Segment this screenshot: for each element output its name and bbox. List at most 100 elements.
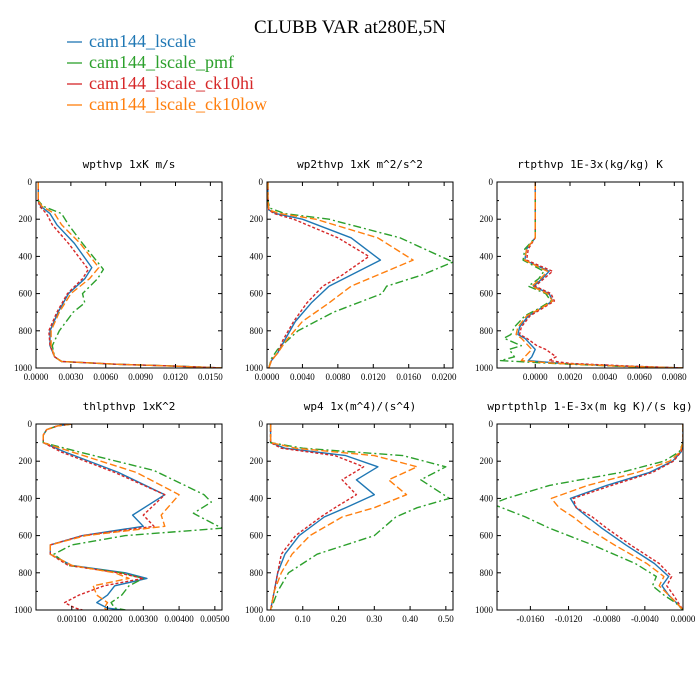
series-line [267,182,414,368]
x-tick-label: 0.0060 [93,372,118,382]
x-tick-label: 0.0000 [24,372,49,382]
panel: rtpthvp 1E-3x(kg/kg) K 0 200 400 600 800 1000 0… [475,158,687,382]
x-tick-label: 0.0000 [523,372,548,382]
panel-title: thlpthvp 1xK^2 [83,400,176,413]
series-line [267,182,370,368]
y-tick-label: 200 [250,456,264,466]
series-line [569,424,683,610]
series-line [550,424,683,610]
x-tick-label: 0.00500 [200,614,230,624]
x-tick-label: 0.0090 [128,372,153,382]
y-tick-label: 600 [19,289,33,299]
panel: thlpthvp 1xK^2 0 200 400 600 800 1000 0.00100 0.… [14,400,230,624]
series-line [269,424,379,610]
plot-frame [266,181,454,369]
x-tick-label: 0.0040 [290,372,315,382]
x-tick-label: 0.0160 [396,372,421,382]
y-tick-label: 1000 [14,605,33,615]
x-tick-label: 0.0120 [361,372,386,382]
y-tick-label: 600 [480,531,494,541]
series-line [499,182,683,368]
x-tick-label: 0.0000 [255,372,280,382]
y-tick-label: 200 [480,456,494,466]
legend-entry: cam144_lscale [89,31,196,51]
y-tick-label: 800 [19,326,33,336]
y-tick-label: 400 [19,493,33,503]
y-tick-label: 600 [480,289,494,299]
x-tick-label: -0.0120 [555,614,583,624]
x-tick-label: 0.0000 [671,614,696,624]
legend-entry: cam144_lscale_ck10low [89,94,267,114]
y-tick-label: 0 [28,419,33,429]
y-tick-label: 800 [19,568,33,578]
y-tick-label: 400 [480,251,494,261]
legend-entry: cam144_lscale_pmf [89,52,234,72]
x-tick-label: 0.10 [295,614,311,624]
x-tick-label: 0.0060 [627,372,652,382]
x-tick-label: 0.00 [259,614,275,624]
y-tick-label: 0 [259,177,264,187]
series-line [269,424,418,610]
y-tick-label: 1000 [14,363,33,373]
y-tick-label: 0 [28,177,33,187]
x-tick-label: 0.00200 [93,614,123,624]
plot-frame [35,181,223,369]
series-line [37,182,222,368]
series-line [42,424,180,610]
plot-frame [496,181,684,369]
y-tick-label: 1000 [475,363,494,373]
series-line [269,424,451,610]
y-tick-label: 600 [250,531,264,541]
y-tick-label: 800 [250,326,264,336]
x-tick-label: -0.0040 [631,614,659,624]
y-tick-label: 800 [480,568,494,578]
x-tick-label: 0.00400 [164,614,194,624]
y-tick-label: 0 [489,419,494,429]
x-tick-label: 0.0200 [432,372,457,382]
series-line [572,424,683,610]
series-line [37,182,222,368]
y-tick-label: 800 [480,326,494,336]
series-line [517,182,683,368]
y-tick-label: 800 [250,568,264,578]
y-tick-label: 200 [19,456,33,466]
x-tick-label: 0.30 [366,614,382,624]
series-line [515,182,683,368]
y-tick-label: 400 [19,251,33,261]
x-tick-label: 0.0080 [325,372,350,382]
y-tick-label: 0 [259,419,264,429]
y-tick-label: 400 [250,493,264,503]
panel-title: rtpthvp 1E-3x(kg/kg) K [517,158,663,171]
y-tick-label: 600 [250,289,264,299]
y-tick-label: 200 [250,214,264,224]
x-tick-label: -0.0080 [593,614,621,624]
x-tick-label: 0.0040 [592,372,617,382]
series-line [37,182,222,368]
series-line [37,182,222,368]
y-tick-label: 400 [480,493,494,503]
x-tick-label: 0.00300 [129,614,159,624]
series-line [497,424,683,610]
x-tick-label: 0.20 [331,614,347,624]
y-tick-label: 0 [489,177,494,187]
series-line [267,182,382,368]
x-tick-label: -0.0160 [517,614,545,624]
legend-entry: cam144_lscale_ck10hi [89,73,254,93]
y-tick-label: 1000 [245,363,264,373]
y-tick-label: 200 [480,214,494,224]
figure-title: CLUBB VAR at280E,5N [254,17,446,38]
y-tick-label: 1000 [475,605,494,615]
y-tick-label: 200 [19,214,33,224]
y-tick-label: 400 [250,251,264,261]
x-tick-label: 0.0150 [198,372,223,382]
series-line [42,424,166,610]
y-tick-label: 1000 [245,605,264,615]
panel-title: wp4 1x(m^4)/(s^4) [304,400,417,413]
x-tick-label: 0.50 [438,614,454,624]
x-tick-label: 0.0080 [662,372,687,382]
x-tick-label: 0.0120 [163,372,188,382]
panel: wp2thvp 1xK m^2/s^2020040060080010000.00… [245,158,457,382]
